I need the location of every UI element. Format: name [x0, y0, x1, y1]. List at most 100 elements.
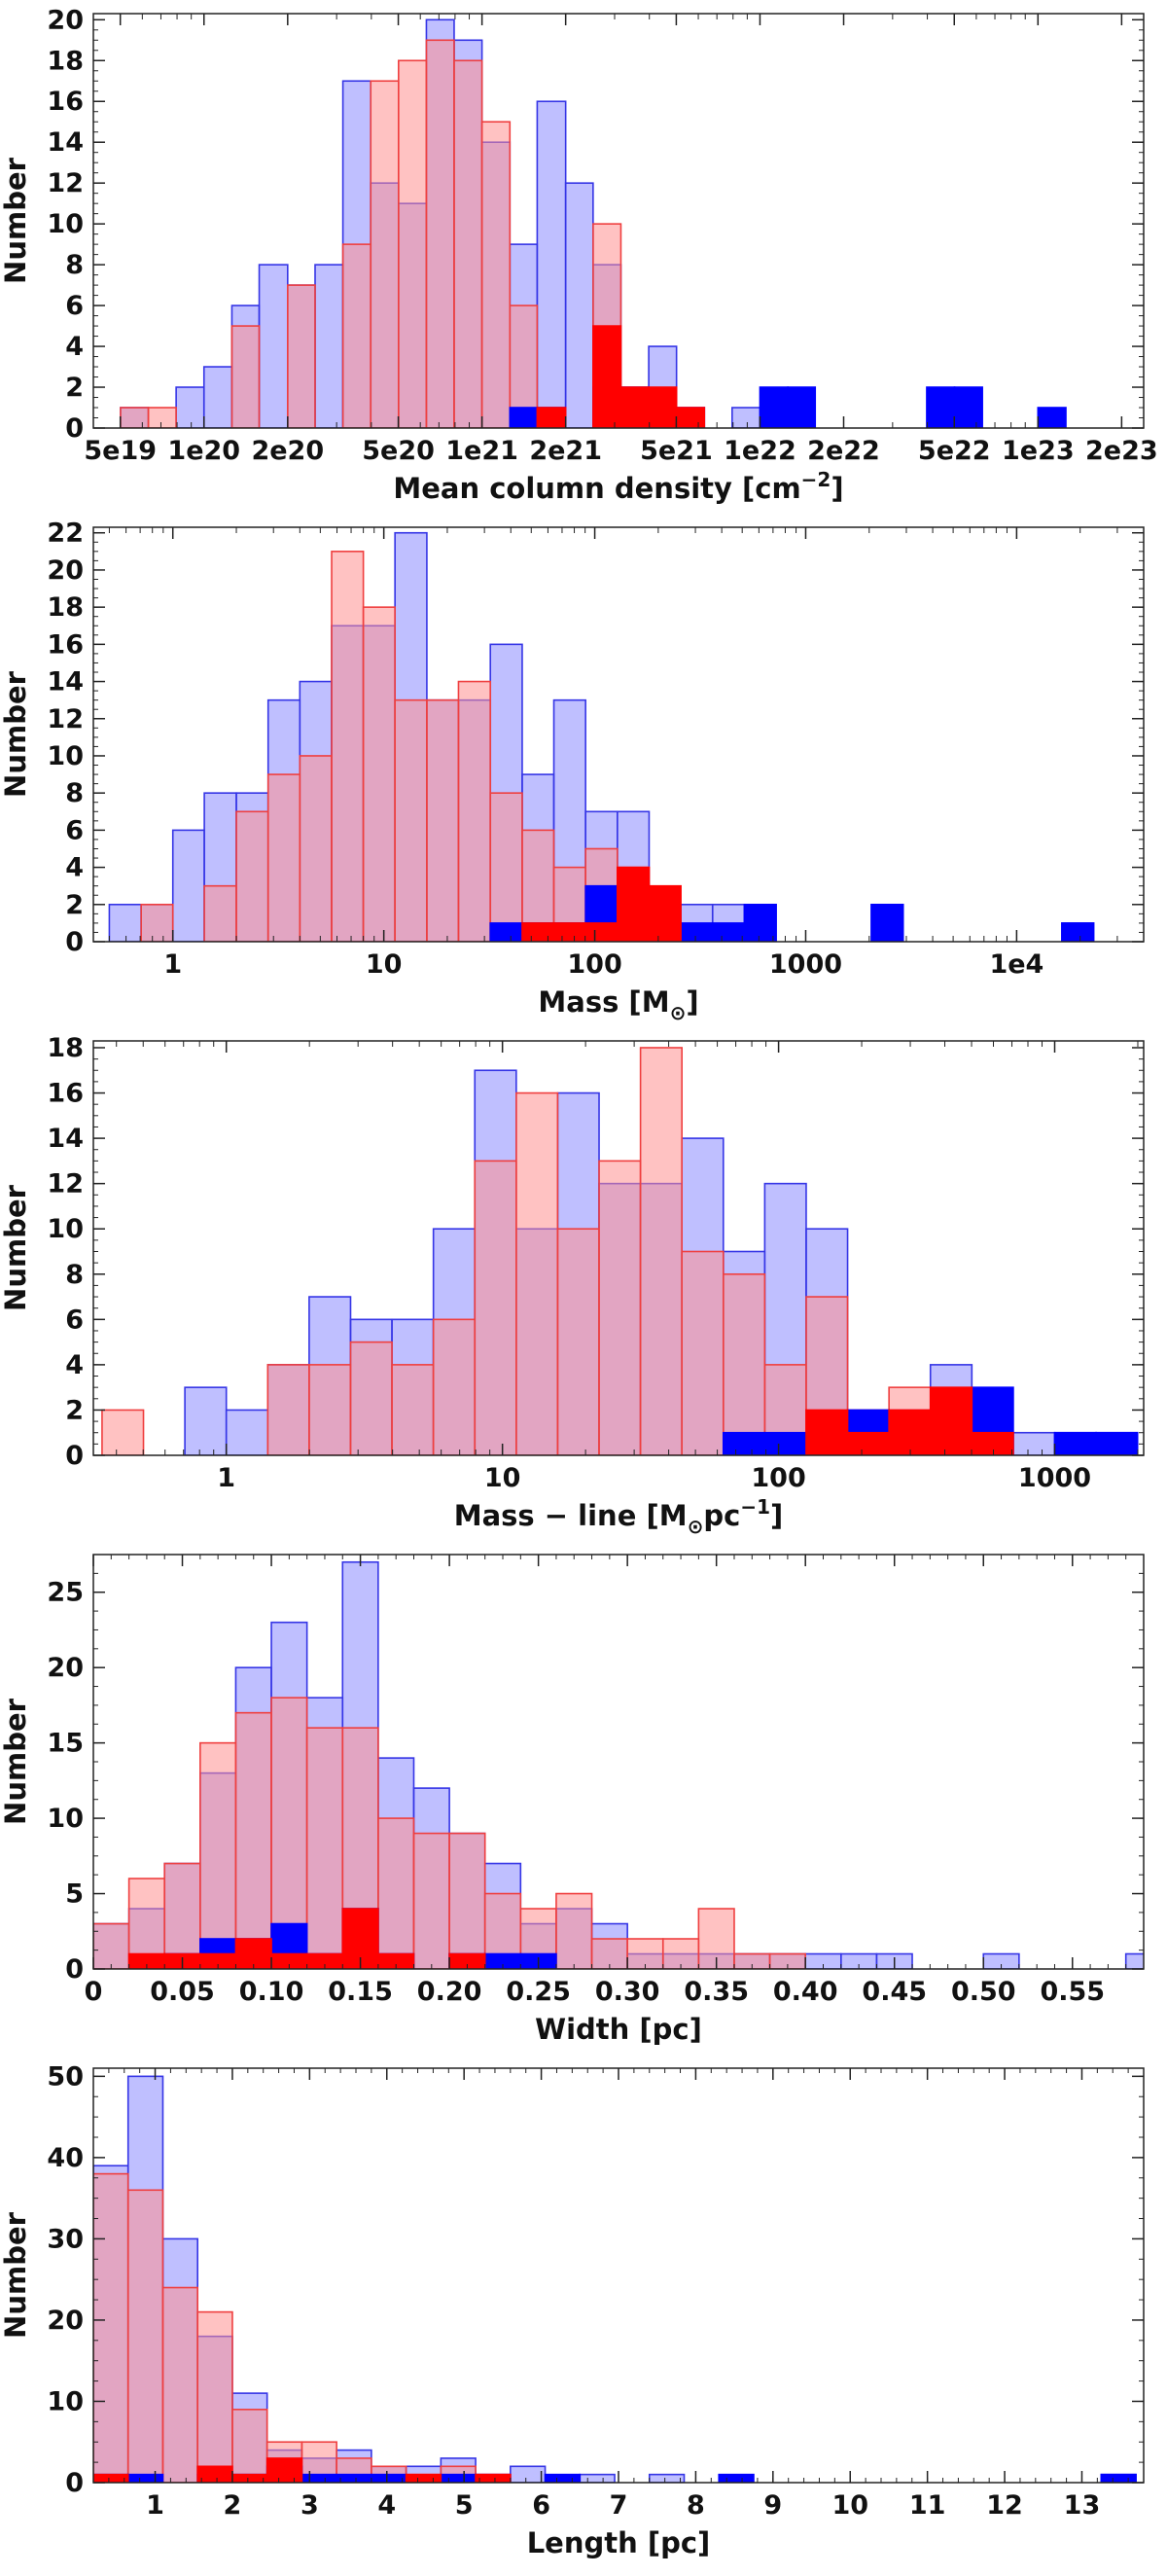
x-tick-label: 0.55	[1040, 1977, 1105, 2007]
sample-B-all-bar	[231, 2409, 268, 2483]
minor-ticks	[93, 1041, 1144, 1456]
sample-A-subset-bar	[763, 1431, 807, 1455]
sample-A-subset-bar	[1053, 1431, 1097, 1455]
sample-A-subset-bar	[953, 386, 983, 428]
x-tick-label: 1e23	[1002, 436, 1075, 466]
x-tick-label: 1	[217, 1463, 235, 1493]
major-ticks	[93, 527, 1144, 943]
sample-B-all-bar	[598, 1160, 642, 1455]
x-tick-label: 10	[831, 2490, 868, 2521]
sample-B-all-bar	[398, 59, 428, 428]
y-tick-label: 25	[47, 1578, 84, 1608]
x-tick-label: 13	[1064, 2490, 1101, 2521]
x-tick-label: 2	[224, 2490, 242, 2521]
sample-A-all-bar	[731, 407, 761, 428]
y-tick-label: 15	[47, 1729, 84, 1759]
x-tick-label: 3	[301, 2490, 319, 2521]
axes-frame	[92, 1040, 1145, 1456]
y-tick-label: 16	[47, 87, 84, 117]
sample-A-subset-bar	[1100, 2473, 1137, 2483]
x-tick-label: 10	[484, 1463, 521, 1493]
y-axis-label: Number	[0, 1184, 32, 1311]
sample-B-all-bar	[480, 121, 512, 428]
y-tick-label: 12	[47, 704, 84, 734]
sample-A-subset-bar	[301, 2473, 337, 2483]
sample-A-subset-bar	[509, 407, 539, 428]
bars	[101, 1047, 1139, 1455]
y-tick-label: 18	[47, 46, 84, 76]
sample-B-subset-bar	[648, 386, 678, 428]
sample-B-subset-bar	[805, 1409, 849, 1455]
x-tick-label: 1e20	[167, 436, 240, 466]
sample-A-subset-bar	[440, 2473, 477, 2483]
sample-B-all-bar	[299, 755, 333, 942]
y-tick-label: 6	[65, 291, 84, 321]
x-tick-label: 0.50	[951, 1977, 1016, 2007]
y-tick-label: 8	[65, 778, 84, 808]
x-tick-label: 8	[687, 2490, 705, 2521]
sample-A-subset-bar	[718, 2473, 755, 2483]
sample-B-all-bar	[626, 1938, 664, 1969]
y-tick-label: 0	[65, 927, 84, 957]
sample-A-subset-bar	[1061, 922, 1095, 942]
sample-B-subset-bar	[619, 386, 650, 428]
y-tick-label: 2	[65, 1395, 84, 1425]
major-ticks	[93, 14, 1144, 429]
y-tick-label: 20	[47, 555, 84, 586]
x-tick-label: 1e21	[445, 436, 518, 466]
x-tick-label: 0.05	[150, 1977, 215, 2007]
y-tick-label: 12	[47, 168, 84, 198]
y-tick-label: 10	[47, 1214, 84, 1244]
x-tick-label: 5e21	[640, 436, 713, 466]
sample-B-all-bar	[391, 1364, 435, 1455]
x-axis-label: Mass [M⊙]	[538, 985, 698, 1024]
bars	[108, 531, 1095, 942]
y-tick-label: 30	[47, 2224, 84, 2254]
sample-A-subset-bar	[743, 903, 777, 942]
sample-B-subset-bar	[971, 1431, 1014, 1455]
sample-B-all-bar	[163, 1862, 201, 1969]
y-tick-label: 14	[47, 127, 84, 158]
y-tick-label: 6	[65, 1305, 84, 1335]
sample-A-subset-bar	[759, 386, 789, 428]
mass-per-length-histogram: 1 10 100 1000 0 2 4 6 8 10 12 14 16 18 Mass − line [M⊙…	[0, 1033, 1145, 1538]
sample-B-all-bar	[93, 1922, 130, 1969]
y-tick-label: 8	[65, 250, 84, 280]
x-tick-label: 0.45	[862, 1977, 927, 2007]
y-tick-label: 14	[47, 667, 84, 698]
x-tick-label: 100	[751, 1463, 805, 1493]
x-tick-label: 5	[455, 2490, 474, 2521]
y-tick-label: 40	[47, 2143, 84, 2173]
y-tick-label: 14	[47, 1124, 84, 1154]
y-axis-label: Number	[0, 1698, 32, 1825]
sample-B-all-bar	[101, 1409, 145, 1455]
x-tick-label: 1	[146, 2490, 164, 2521]
x-tick-label: 1000	[1018, 1463, 1091, 1493]
x-tick-label: 1e22	[724, 436, 796, 466]
sample-B-all-bar	[196, 2310, 233, 2483]
y-axis-label: Number	[0, 157, 32, 284]
sample-A-all-bar	[184, 1386, 228, 1455]
x-tick-label: 0	[85, 1977, 103, 2007]
sample-B-all-bar	[453, 59, 483, 428]
x-tick-label: 0.10	[239, 1977, 304, 2007]
sample-B-all-bar	[234, 1711, 272, 1969]
x-tick-label: 10	[366, 949, 403, 980]
sample-A-all-bar	[171, 829, 205, 942]
x-axis-label: Mean column density [cm−2]	[393, 468, 843, 505]
sample-A-subset-bar	[371, 2473, 407, 2483]
sample-B-all-bar	[722, 1272, 766, 1455]
y-tick-label: 8	[65, 1260, 84, 1290]
x-tick-label: 0.40	[773, 1977, 838, 2007]
y-tick-label: 5	[65, 1879, 84, 1910]
sample-B-all-bar	[120, 407, 150, 428]
sample-A-all-bar	[564, 182, 594, 428]
x-tick-label: 2e21	[529, 436, 602, 466]
x-axis-label: Length [pc]	[527, 2526, 711, 2559]
sample-B-all-bar	[349, 1341, 393, 1455]
sample-A-subset-bar	[1095, 1431, 1139, 1455]
sample-B-subset-bar	[196, 2465, 233, 2483]
x-tick-label: 6	[532, 2490, 550, 2521]
sample-A-subset-bar	[336, 2473, 372, 2483]
